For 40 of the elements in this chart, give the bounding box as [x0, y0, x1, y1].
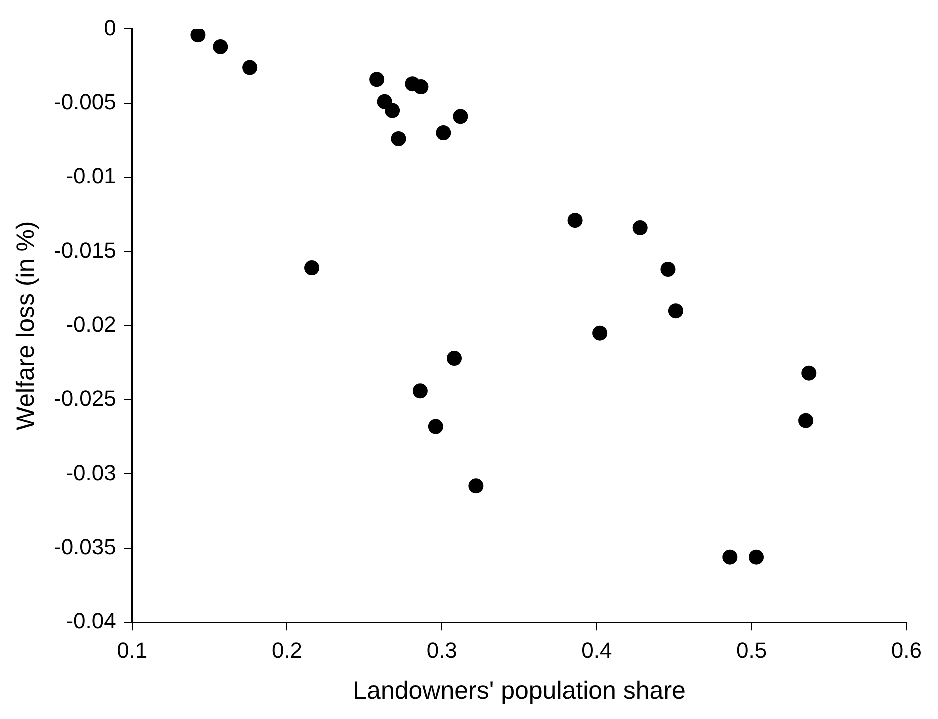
- x-tick-label: 0.6: [891, 638, 922, 663]
- point: [453, 109, 468, 124]
- y-tick-label: -0.01: [66, 164, 116, 189]
- point: [798, 413, 814, 428]
- point: [660, 262, 676, 278]
- y-tick-label: -0.015: [54, 238, 116, 263]
- y-tick-label: 0: [104, 15, 116, 40]
- point: [242, 60, 258, 76]
- x-tick-label: 0.3: [426, 638, 458, 663]
- point: [213, 40, 228, 54]
- x-tick-label: 0.2: [272, 638, 303, 663]
- point: [412, 384, 428, 399]
- point: [592, 326, 608, 341]
- y-tick-label: -0.03: [66, 460, 116, 486]
- point: [748, 550, 764, 565]
- y-tick-label: -0.035: [54, 534, 116, 560]
- point: [428, 419, 444, 434]
- x-tick-label: 0.1: [117, 638, 148, 663]
- y-tick-label: -0.025: [54, 386, 116, 412]
- point: [304, 260, 320, 276]
- x-tick-label: 0.4: [582, 638, 612, 663]
- point: [568, 213, 583, 228]
- point: [447, 351, 462, 366]
- y-tick-label: -0.02: [66, 312, 116, 337]
- y-tick-label: -0.04: [66, 608, 116, 634]
- x-tick-label: 0.5: [736, 638, 768, 663]
- point: [632, 220, 648, 236]
- y-axis-title: Welfare loss (in %): [12, 221, 40, 431]
- point: [436, 126, 452, 141]
- point: [802, 366, 817, 381]
- x-axis-title: Landowners' population share: [353, 676, 686, 705]
- point: [414, 80, 429, 95]
- y-tick-label: -0.005: [54, 89, 116, 114]
- point: [385, 103, 400, 118]
- point: [370, 72, 385, 88]
- point: [391, 131, 406, 146]
- point: [722, 550, 738, 565]
- point: [468, 478, 484, 494]
- point: [190, 29, 206, 43]
- point: [668, 304, 684, 319]
